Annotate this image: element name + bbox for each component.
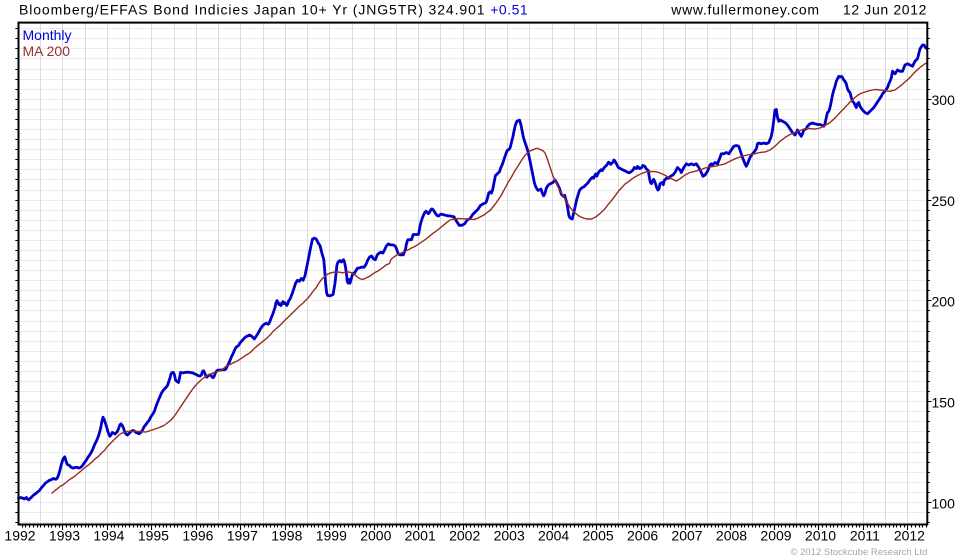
svg-text:2000: 2000 (360, 528, 391, 544)
svg-text:2002: 2002 (449, 528, 480, 544)
svg-text:2003: 2003 (494, 528, 525, 544)
svg-text:2008: 2008 (716, 528, 747, 544)
svg-text:Monthly: Monthly (23, 27, 72, 43)
svg-text:© 2012 Stockcube Research Ltd: © 2012 Stockcube Research Ltd (791, 547, 928, 558)
svg-text:1998: 1998 (271, 528, 302, 544)
svg-text:Bloomberg/EFFAS Bond Indicies: Bloomberg/EFFAS Bond Indicies Japan 10+ … (19, 1, 528, 17)
svg-text:1997: 1997 (227, 528, 258, 544)
svg-text:2010: 2010 (805, 528, 836, 544)
svg-text:1996: 1996 (182, 528, 213, 544)
svg-text:1992: 1992 (4, 528, 35, 544)
svg-text:250: 250 (932, 193, 956, 209)
svg-text:2001: 2001 (405, 528, 436, 544)
svg-text:2009: 2009 (760, 528, 791, 544)
svg-text:150: 150 (932, 395, 956, 411)
svg-text:12 Jun 2012: 12 Jun 2012 (843, 1, 927, 17)
svg-text:2004: 2004 (538, 528, 569, 544)
svg-text:1994: 1994 (93, 528, 124, 544)
svg-text:1993: 1993 (49, 528, 80, 544)
svg-text:2007: 2007 (671, 528, 702, 544)
svg-text:1999: 1999 (316, 528, 347, 544)
svg-text:100: 100 (932, 495, 956, 511)
svg-text:2006: 2006 (627, 528, 658, 544)
svg-text:2012: 2012 (894, 528, 925, 544)
svg-text:2011: 2011 (850, 528, 880, 544)
svg-text:200: 200 (932, 294, 956, 310)
svg-text:300: 300 (932, 92, 956, 108)
svg-text:www.fullermoney.com: www.fullermoney.com (670, 1, 819, 17)
svg-text:1995: 1995 (138, 528, 169, 544)
svg-text:MA 200: MA 200 (23, 43, 71, 59)
svg-text:2005: 2005 (583, 528, 614, 544)
